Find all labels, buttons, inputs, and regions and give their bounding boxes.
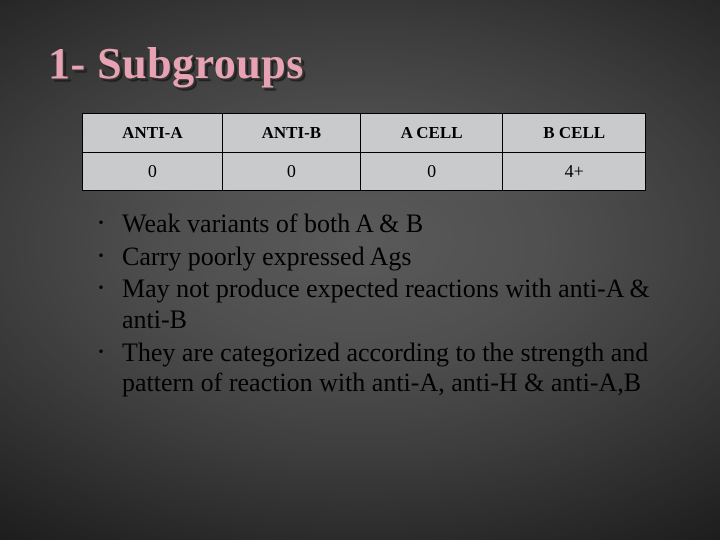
cell-anti-b: 0 [222,153,360,191]
list-item: Carry poorly expressed Ags [92,242,652,273]
col-a-cell: A CELL [360,114,503,153]
table-row: 0 0 0 4+ [83,153,646,191]
bullet-list-container: Weak variants of both A & B Carry poorly… [48,209,672,401]
list-item: Weak variants of both A & B [92,209,652,240]
subgroups-table: ANTI-A ANTI-B A CELL B CELL 0 0 0 4+ [82,113,646,191]
slide-container: 1- Subgroups ANTI-A ANTI-B A CELL B CELL… [0,0,720,540]
col-anti-b: ANTI-B [222,114,360,153]
page-title: 1- Subgroups [48,38,672,89]
cell-a-cell: 0 [360,153,503,191]
table-header-row: ANTI-A ANTI-B A CELL B CELL [83,114,646,153]
list-item: They are categorized according to the st… [92,338,652,399]
bullet-list: Weak variants of both A & B Carry poorly… [92,209,652,399]
col-b-cell: B CELL [503,114,646,153]
table-wrapper: ANTI-A ANTI-B A CELL B CELL 0 0 0 4+ [48,113,672,191]
cell-b-cell: 4+ [503,153,646,191]
cell-anti-a: 0 [83,153,223,191]
col-anti-a: ANTI-A [83,114,223,153]
list-item: May not produce expected reactions with … [92,274,652,335]
